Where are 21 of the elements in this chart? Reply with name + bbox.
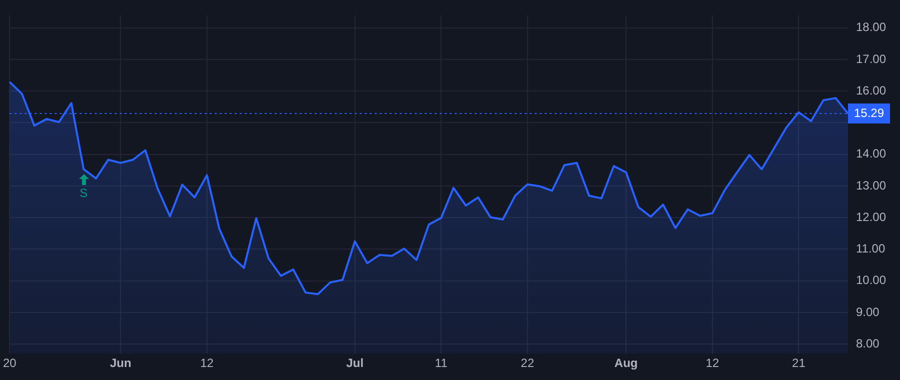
y-tick-label: 17.00 <box>856 52 886 66</box>
x-tick-label: Aug <box>614 356 638 370</box>
y-tick-label: 8.00 <box>856 336 880 350</box>
y-tick-label: 9.00 <box>856 304 880 319</box>
y-tick-label: 12.00 <box>856 210 886 224</box>
x-tick-label: 11 <box>434 356 448 370</box>
y-tick-label: 11.00 <box>856 242 886 256</box>
x-tick-label: 22 <box>520 356 534 370</box>
x-tick-label: 12 <box>200 356 214 370</box>
y-tick-label: 18.00 <box>856 20 886 34</box>
y-tick-label: 14.00 <box>856 146 886 161</box>
y-tick-label: 16.00 <box>856 83 886 98</box>
x-tick-label: 12 <box>706 356 720 370</box>
x-tick-label: Jul <box>346 356 364 370</box>
annotation: S <box>80 186 88 200</box>
y-tick-label: 10.00 <box>856 273 886 288</box>
x-tick-label: 20 <box>2 356 17 370</box>
y-tick-label: 13.00 <box>856 178 886 192</box>
x-tick-label: Jun <box>110 356 132 370</box>
ref-line-label: 15.29 <box>854 106 884 120</box>
x-tick-label: 21 <box>792 356 806 370</box>
